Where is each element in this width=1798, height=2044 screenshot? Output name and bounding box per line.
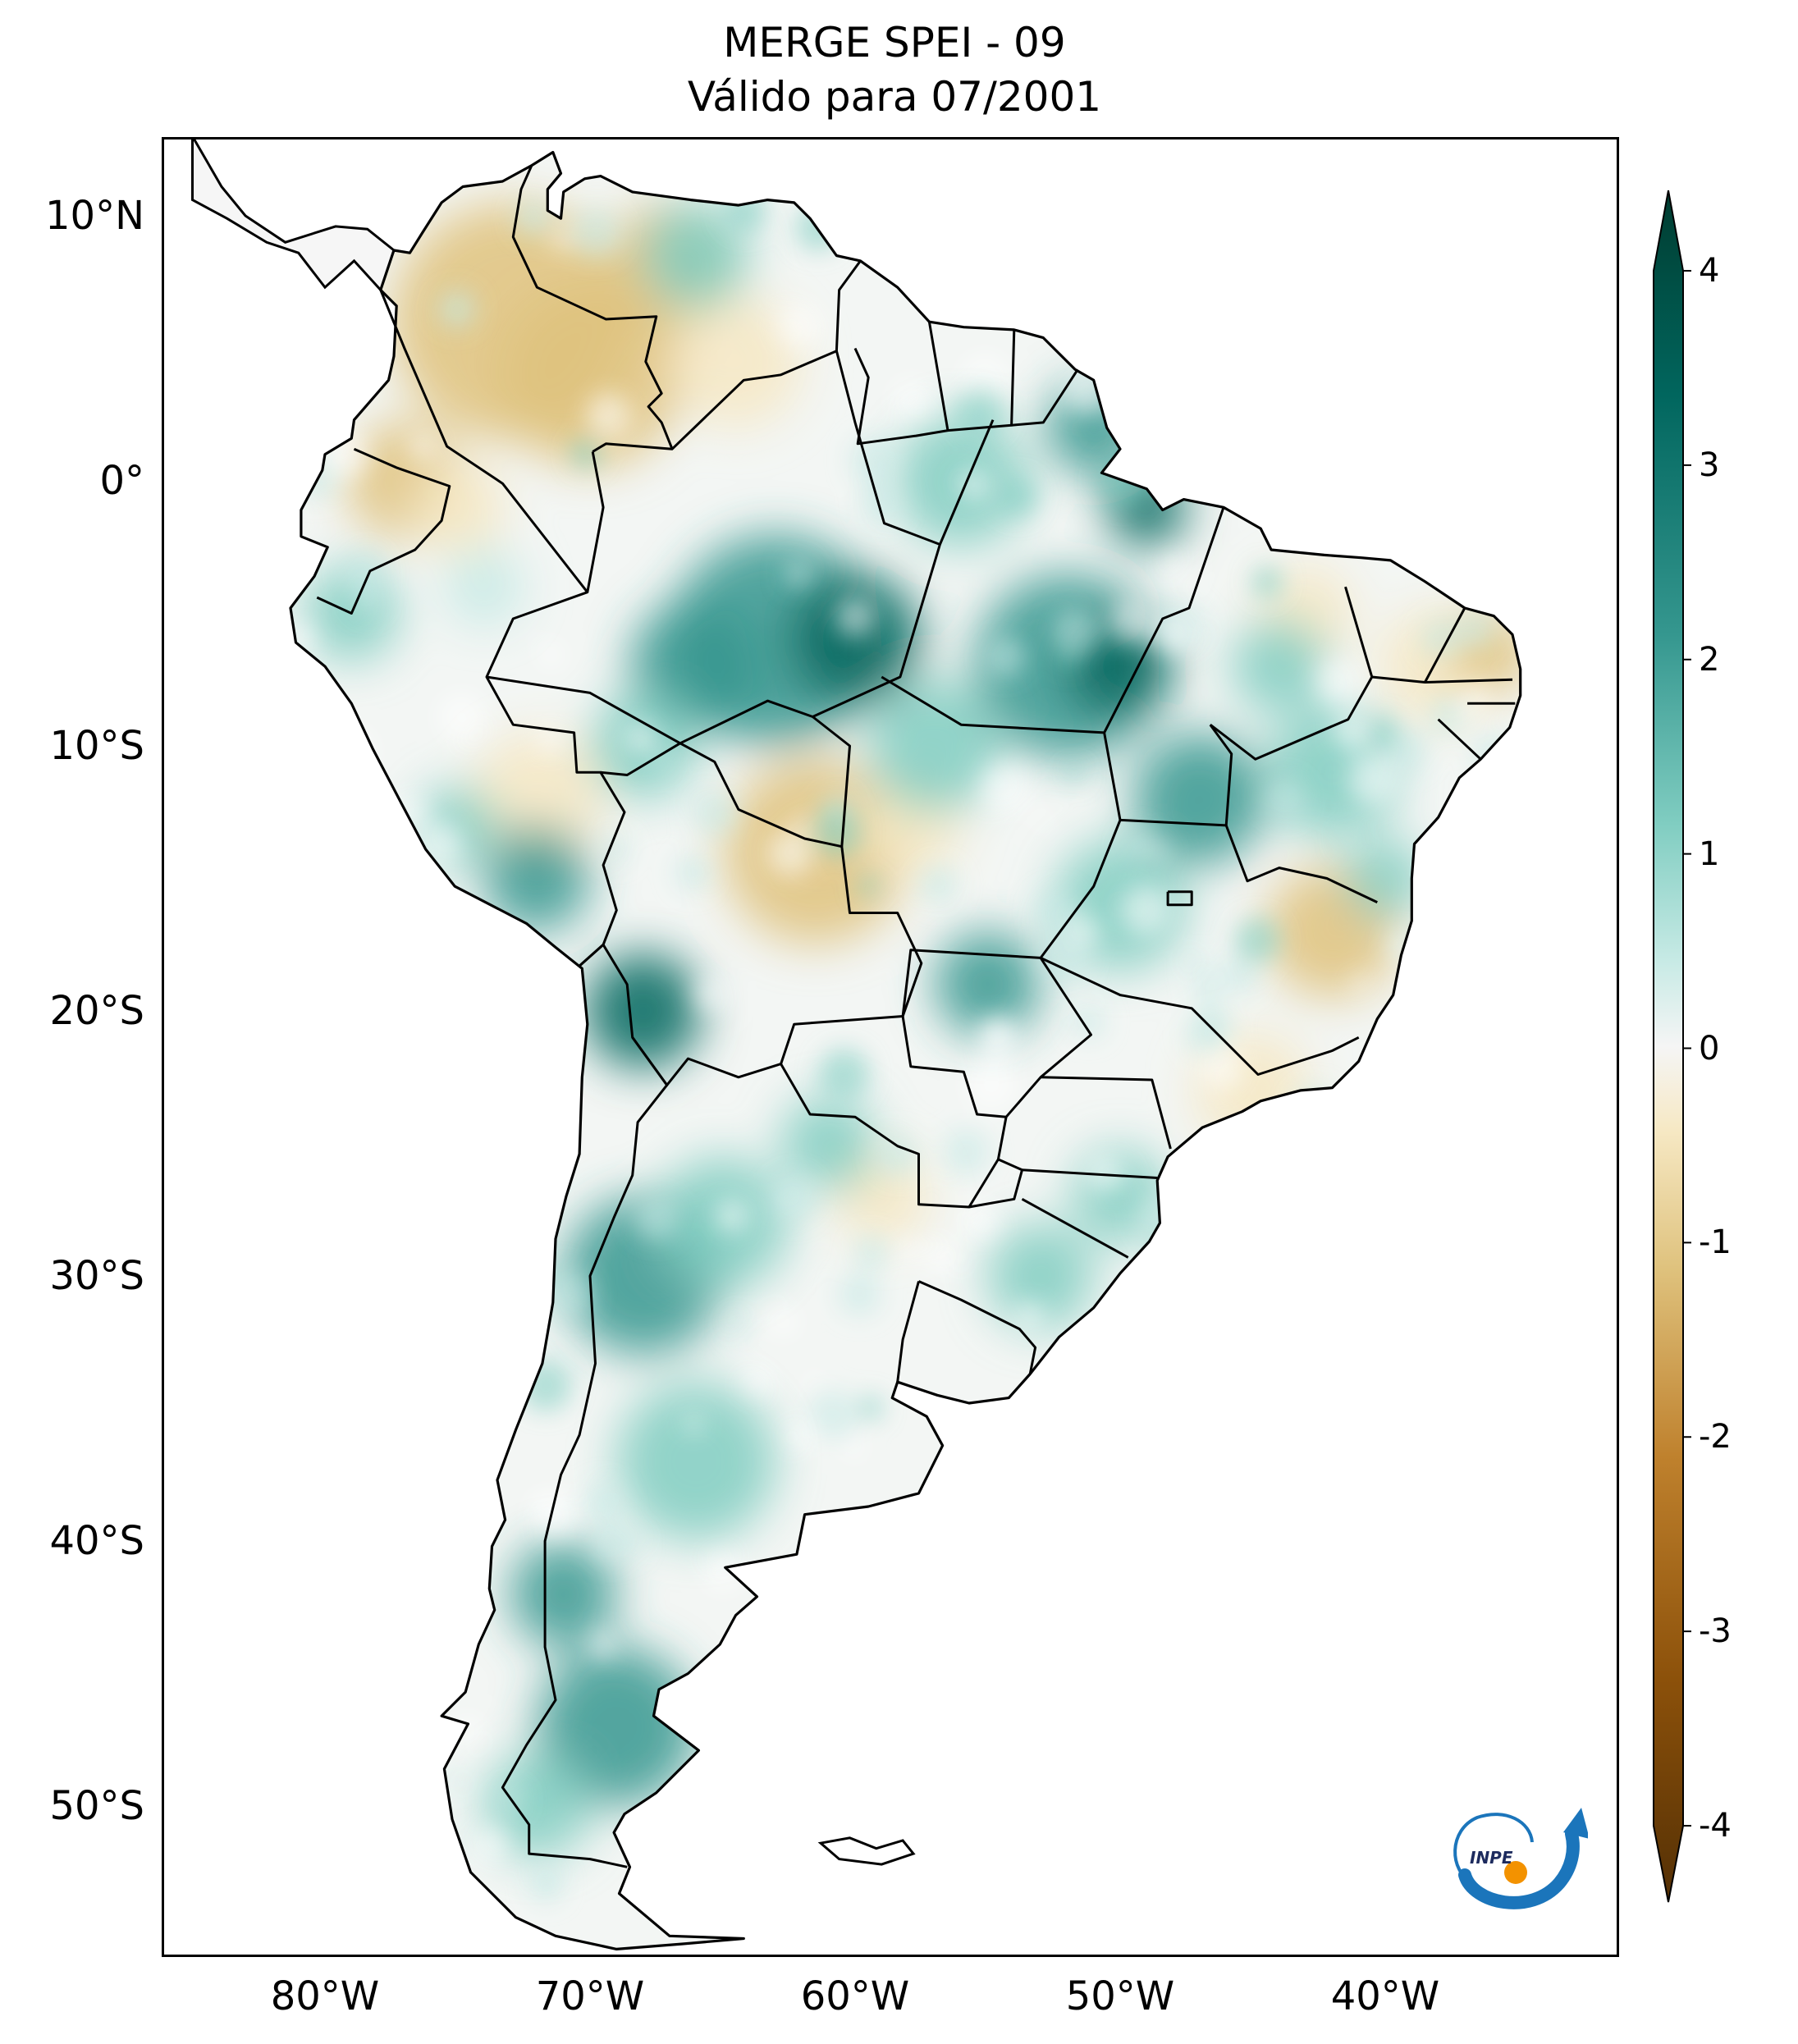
border-line bbox=[1041, 1076, 1172, 1150]
colorbar-tick-label: -1 bbox=[1699, 1223, 1732, 1262]
colorbar-tick-label: 2 bbox=[1699, 640, 1720, 679]
border-line bbox=[379, 289, 588, 593]
inpe-logo: INPE bbox=[1453, 1808, 1588, 1909]
svg-text:INPE: INPE bbox=[1470, 1848, 1513, 1868]
border-line bbox=[896, 1281, 920, 1383]
border-line bbox=[1166, 890, 1193, 907]
country-and-state-borders bbox=[316, 164, 1516, 1868]
colorbar-tick-label: 3 bbox=[1699, 446, 1720, 484]
colorbar-tick-label: 0 bbox=[1699, 1029, 1720, 1068]
border-line bbox=[917, 1280, 1037, 1374]
central-america bbox=[191, 139, 396, 293]
lon-tick-label: 50°W bbox=[1065, 1973, 1175, 2019]
lon-tick-label: 80°W bbox=[270, 1973, 380, 2019]
lon-tick-label: 60°W bbox=[800, 1973, 910, 2019]
border-line bbox=[1040, 957, 1360, 1076]
border-line bbox=[968, 1158, 1023, 1209]
lon-tick-label: 40°W bbox=[1330, 1973, 1440, 2019]
colorbar-tick-label: -4 bbox=[1699, 1807, 1732, 1845]
border-line bbox=[579, 944, 605, 967]
lat-tick-label: 10°S bbox=[49, 723, 144, 769]
lat-tick-label: 50°S bbox=[49, 1783, 144, 1829]
lat-tick-label: 0° bbox=[99, 458, 144, 504]
lat-tick-label: 30°S bbox=[49, 1253, 144, 1299]
map-subtitle: Válido para 07/2001 bbox=[687, 73, 1102, 121]
border-line bbox=[1011, 368, 1079, 427]
border-line bbox=[1039, 819, 1122, 959]
border-line bbox=[1119, 724, 1233, 827]
lat-tick-label: 40°S bbox=[49, 1518, 144, 1564]
colorbar-tick-label: -3 bbox=[1699, 1612, 1732, 1651]
map-panel bbox=[162, 137, 1619, 1957]
spei-field bbox=[291, 152, 1521, 1950]
border-line bbox=[939, 419, 995, 546]
border-line bbox=[1103, 506, 1225, 734]
map-title: MERGE SPEI - 09 bbox=[723, 19, 1066, 66]
coastline bbox=[289, 150, 1522, 1950]
border-line bbox=[316, 447, 451, 615]
colorbar bbox=[1653, 190, 1691, 1903]
lat-tick-label: 20°S bbox=[49, 988, 144, 1034]
border-line bbox=[853, 321, 949, 446]
south-america-map bbox=[191, 139, 1522, 1950]
border-line bbox=[901, 949, 1092, 1118]
border-line bbox=[881, 675, 1122, 821]
lat-tick-label: 10°N bbox=[45, 193, 144, 239]
border-line bbox=[1021, 1197, 1129, 1259]
border-line bbox=[486, 675, 681, 745]
border-line bbox=[1437, 718, 1482, 761]
border-line bbox=[485, 451, 626, 967]
falkland-islands bbox=[817, 1836, 916, 1866]
colorbar-tick-label: 4 bbox=[1699, 252, 1720, 290]
border-line bbox=[501, 1036, 669, 1868]
border-line bbox=[592, 260, 862, 453]
lon-tick-label: 70°W bbox=[535, 1973, 645, 2019]
border-line bbox=[1224, 825, 1378, 903]
border-line bbox=[1209, 586, 1374, 761]
border-line bbox=[1425, 678, 1513, 684]
border-line bbox=[511, 164, 674, 450]
colorbar-tick-label: -2 bbox=[1699, 1418, 1732, 1456]
border-line bbox=[1022, 1168, 1158, 1179]
colorbar-tick-label: 1 bbox=[1699, 835, 1720, 873]
border-line bbox=[812, 350, 941, 718]
